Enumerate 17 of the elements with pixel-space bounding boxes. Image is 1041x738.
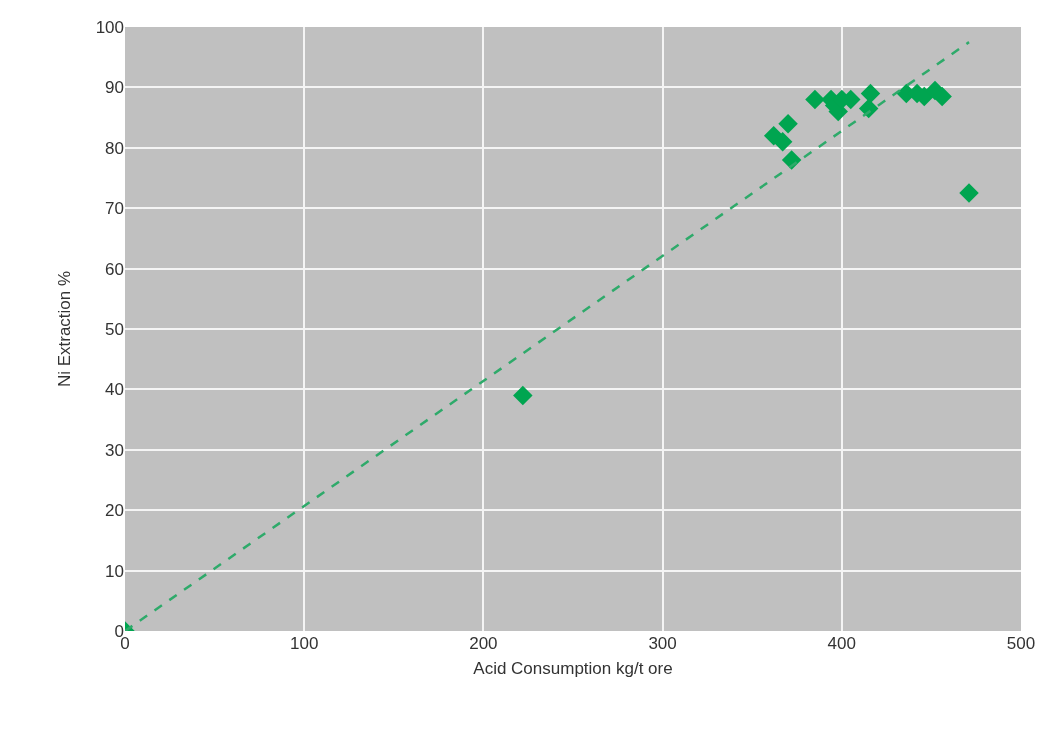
x-tick-label: 300 <box>648 634 677 653</box>
y-tick-label: 10 <box>105 561 124 581</box>
y-tick-label: 60 <box>105 259 124 279</box>
x-tick-label: 100 <box>290 634 319 653</box>
y-tick-label: 50 <box>105 319 124 339</box>
y-tick-label: 30 <box>105 440 124 460</box>
y-tick-label: 70 <box>105 199 124 219</box>
y-tick-label: 40 <box>105 380 124 400</box>
x-axis-title: Acid Consumption kg/t ore <box>473 659 673 679</box>
x-tick-label: 500 <box>1006 634 1036 653</box>
x-tick-label: 200 <box>469 634 498 653</box>
y-tick-label: 100 <box>95 17 124 37</box>
x-tick-label: 400 <box>827 634 856 653</box>
y-tick-label: 20 <box>105 501 124 521</box>
y-axis-title: Ni Extraction % <box>55 270 75 388</box>
y-tick-label: 80 <box>105 138 124 158</box>
y-tick-label: 90 <box>105 78 124 98</box>
